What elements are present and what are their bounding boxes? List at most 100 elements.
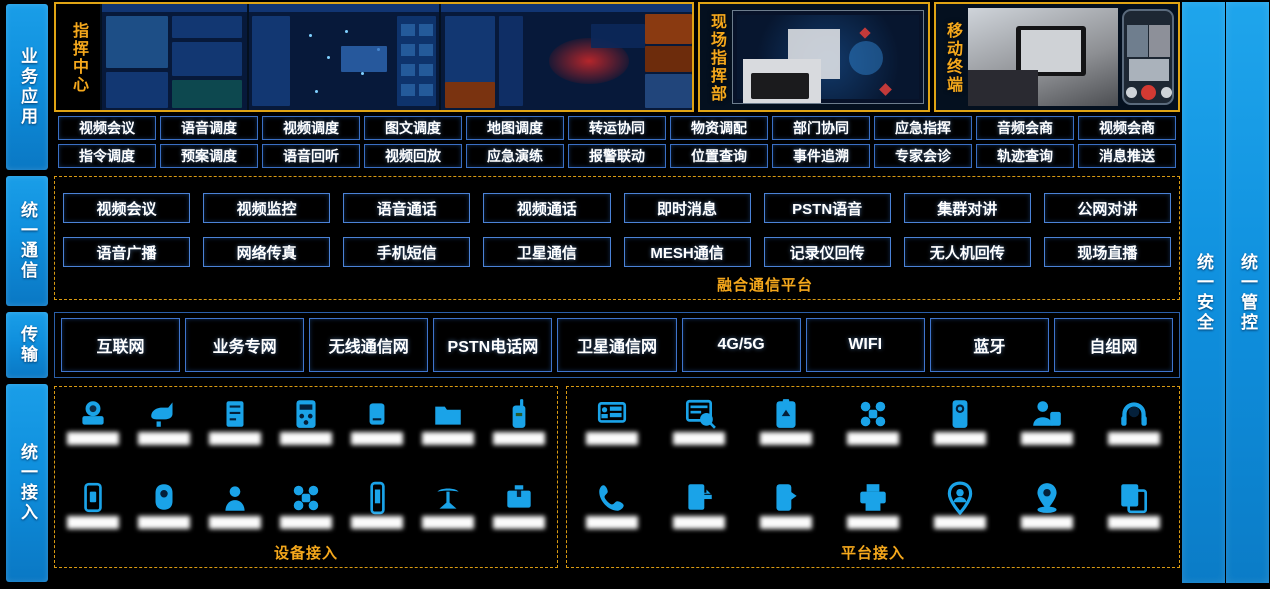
app-chip-r2-10[interactable]: 轨迹查询 [976, 144, 1074, 168]
phone-handset-icon [595, 481, 629, 515]
comm-chip-r1-1[interactable]: 视频会议 [63, 193, 191, 223]
microphone-icon[interactable] [128, 481, 199, 529]
comm-chip-r2-7[interactable]: 无人机回传 [903, 237, 1031, 267]
app-chip-r2-6[interactable]: 报警联动 [568, 144, 666, 168]
app-chip-r2-9[interactable]: 专家会诊 [874, 144, 972, 168]
transmission-chip-6[interactable]: 4G/5G [681, 318, 801, 372]
speaker-icon[interactable] [199, 481, 270, 529]
sensor-tag-icon[interactable] [342, 397, 413, 445]
mobile-terminal-label: 移动终端 [944, 22, 961, 94]
comm-chip-r1-2[interactable]: 视频监控 [203, 193, 331, 223]
clipboard-icon[interactable] [743, 397, 830, 445]
tablet-icon[interactable] [57, 481, 128, 529]
clipboard-icon [769, 397, 803, 431]
app-chip-r2-5[interactable]: 应急演练 [466, 144, 564, 168]
rail-unified-communication[interactable]: 统一通信 [6, 176, 48, 306]
transmission-chip-5[interactable]: 卫星通信网 [557, 318, 677, 372]
video-wall-icon[interactable] [569, 397, 656, 445]
drone-platform-icon[interactable] [830, 397, 917, 445]
comm-chip-r1-3[interactable]: 语音通话 [343, 193, 471, 223]
app-chip-r2-11[interactable]: 消息推送 [1078, 144, 1176, 168]
phone-handset-icon[interactable] [569, 481, 656, 529]
icon-label-redacted [279, 516, 332, 529]
app-chip-r2-8[interactable]: 事件追溯 [772, 144, 870, 168]
icon-label-redacted [351, 432, 404, 445]
document-share-icon[interactable] [656, 481, 743, 529]
smartphone-icon[interactable] [342, 481, 413, 529]
rail-transmission[interactable]: 传输 [6, 312, 48, 378]
comm-chip-r1-8[interactable]: 公网对讲 [1043, 193, 1171, 223]
app-chip-r1-7[interactable]: 物资调配 [670, 116, 768, 140]
transmission-chip-3[interactable]: 无线通信网 [309, 318, 429, 372]
person-badge-icon[interactable] [1003, 397, 1090, 445]
app-chip-r1-2[interactable]: 语音调度 [160, 116, 258, 140]
app-chip-r1-3[interactable]: 视频调度 [262, 116, 360, 140]
app-chip-r1-11[interactable]: 视频会商 [1078, 116, 1176, 140]
rail-unified-management-label: 统一管控 [1238, 252, 1257, 333]
field-command-panel: 现场指挥部 [698, 2, 930, 112]
broadcast-tower-icon[interactable] [413, 481, 484, 529]
transmission-chip-2[interactable]: 业务专网 [185, 318, 305, 372]
comm-chip-r2-6[interactable]: 记录仪回传 [763, 237, 891, 267]
app-chip-r2-4[interactable]: 视频回放 [364, 144, 462, 168]
rail-business-application[interactable]: 业务应用 [6, 4, 48, 170]
camera-bullet-icon[interactable] [128, 397, 199, 445]
person-badge-icon [1030, 397, 1064, 431]
app-chip-r2-1[interactable]: 指令调度 [58, 144, 156, 168]
comm-chip-r1-4[interactable]: 视频通话 [483, 193, 611, 223]
icon-label-redacted [760, 516, 813, 529]
comm-chip-r1-7[interactable]: 集群对讲 [903, 193, 1031, 223]
body-camera-icon[interactable] [916, 397, 1003, 445]
drone-icon[interactable] [270, 481, 341, 529]
transmission-chip-9[interactable]: 自组网 [1053, 318, 1173, 372]
app-chip-r1-9[interactable]: 应急指挥 [874, 116, 972, 140]
rail-unified-access[interactable]: 统一接入 [6, 384, 48, 582]
transmission-chip-8[interactable]: 蓝牙 [929, 318, 1049, 372]
data-form-icon[interactable] [656, 397, 743, 445]
app-chip-r1-6[interactable]: 转运协同 [568, 116, 666, 140]
mobile-alert-icon[interactable] [743, 481, 830, 529]
intercom-panel-icon[interactable] [270, 397, 341, 445]
platform-access-label: 平台接入 [840, 545, 906, 562]
map-pin-icon[interactable] [1003, 481, 1090, 529]
server-rack-icon[interactable] [199, 397, 270, 445]
mobile-alert-icon [769, 481, 803, 515]
walkie-talkie-icon[interactable] [484, 397, 555, 445]
comm-chip-r2-8[interactable]: 现场直播 [1043, 237, 1171, 267]
device-access-label: 设备接入 [273, 545, 339, 562]
transmission-chip-4[interactable]: PSTN电话网 [433, 318, 553, 372]
comm-chip-r2-1[interactable]: 语音广播 [63, 237, 191, 267]
broadcast-tower-icon [431, 481, 465, 515]
location-pin-person-icon[interactable] [916, 481, 1003, 529]
file-copy-icon[interactable] [1090, 481, 1177, 529]
app-chip-r2-2[interactable]: 预案调度 [160, 144, 258, 168]
printer-icon[interactable] [830, 481, 917, 529]
icon-label-redacted [279, 432, 332, 445]
folder-device-icon[interactable] [413, 397, 484, 445]
comm-chip-r2-5[interactable]: MESH通信 [623, 237, 751, 267]
comm-chip-r2-4[interactable]: 卫星通信 [483, 237, 611, 267]
app-chip-r1-5[interactable]: 地图调度 [466, 116, 564, 140]
sensor-tag-icon [360, 397, 394, 431]
comm-chip-r1-6[interactable]: PSTN语音 [763, 193, 891, 223]
comm-chip-r1-5[interactable]: 即时消息 [623, 193, 751, 223]
rail-unified-security[interactable]: 统一安全 [1182, 2, 1225, 583]
app-chip-r2-7[interactable]: 位置查询 [670, 144, 768, 168]
comm-chip-r2-2[interactable]: 网络传真 [203, 237, 331, 267]
app-chip-r2-3[interactable]: 语音回听 [262, 144, 360, 168]
rail-unified-management[interactable]: 统一管控 [1226, 2, 1269, 583]
camera-dome-icon[interactable] [57, 397, 128, 445]
toolbox-icon[interactable] [484, 481, 555, 529]
comm-chip-r2-3[interactable]: 手机短信 [343, 237, 471, 267]
app-chip-r1-8[interactable]: 部门协同 [772, 116, 870, 140]
app-chip-r1-10[interactable]: 音频会商 [976, 116, 1074, 140]
transmission-chip-7[interactable]: WIFI [805, 318, 925, 372]
headset-user-icon[interactable] [1090, 397, 1177, 445]
transmission-section: 互联网 业务专网 无线通信网 PSTN电话网 卫星通信网 4G/5G WIFI 蓝牙 自组网 [54, 312, 1180, 378]
app-chip-r1-4[interactable]: 图文调度 [364, 116, 462, 140]
location-pin-person-icon [943, 481, 977, 515]
app-chip-r1-1[interactable]: 视频会议 [58, 116, 156, 140]
unified-communication-section: 视频会议 视频监控 语音通话 视频通话 即时消息 PSTN语音 集群对讲 公网对讲 语音广播网… [54, 176, 1180, 300]
transmission-chip-1[interactable]: 互联网 [61, 318, 181, 372]
